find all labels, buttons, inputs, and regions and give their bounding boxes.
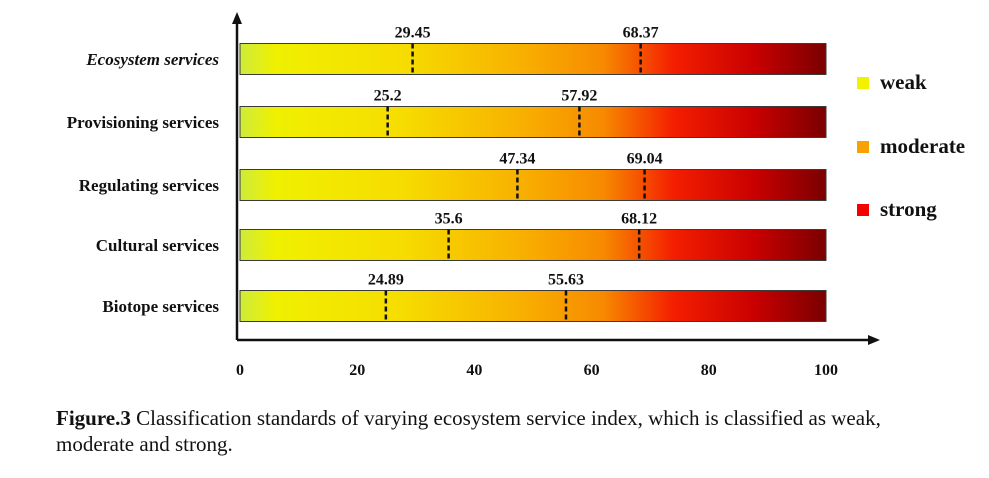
legend-label-moderate: moderate [880,134,965,158]
category-label-3: Cultural services [96,236,220,255]
legend-swatch-weak [857,77,869,89]
bars: Ecosystem services 29.45 68.37 Provisioning… [67,25,827,322]
threshold-label-0-1: 68.37 [623,25,659,42]
legend-label-strong: strong [880,197,937,221]
y-axis-arrow [232,12,242,24]
threshold-label-0-0: 29.45 [395,25,431,42]
chart-area: Ecosystem services 29.45 68.37 Provisioning… [67,12,965,379]
threshold-label-1-1: 57.92 [561,88,597,105]
bar-row-2: Regulating services 47.34 69.04 [79,151,827,201]
legend-label-weak: weak [880,70,927,94]
legend: weak moderate strong [857,70,965,221]
threshold-label-4-0: 24.89 [368,272,404,289]
bar-row-3: Cultural services 35.6 68.12 [96,211,827,261]
threshold-label-2-1: 69.04 [627,151,663,168]
threshold-label-1-0: 25.2 [374,88,402,105]
category-label-0: Ecosystem services [85,50,219,69]
x-tick-label-1: 20 [349,362,365,379]
category-label-4: Biotope services [102,297,219,316]
bar-2 [239,169,827,201]
x-axis-arrow [868,335,880,345]
legend-swatch-moderate [857,141,869,153]
bar-4 [239,290,827,322]
x-tick-label-4: 80 [701,362,717,379]
x-tick-label-0: 0 [236,362,244,379]
threshold-label-3-0: 35.6 [435,211,463,228]
axes [232,12,880,345]
threshold-label-4-1: 55.63 [548,272,584,289]
x-tick-label-2: 40 [466,362,482,379]
bar-row-1: Provisioning services 25.2 57.92 [67,88,827,138]
x-tick-label-5: 100 [814,362,838,379]
category-label-1: Provisioning services [67,113,220,132]
bar-0 [239,43,827,75]
bar-3 [239,229,827,261]
bar-row-0: Ecosystem services 29.45 68.37 [85,25,827,75]
threshold-label-3-1: 68.12 [621,211,657,228]
caption-text: Classification standards of varying ecos… [56,406,881,456]
figure-caption: Figure.3 Classification standards of var… [56,405,956,457]
caption-lead: Figure.3 [56,406,131,430]
x-tick-label-3: 60 [584,362,600,379]
x-ticks: 0 20 40 60 80 100 [236,362,838,379]
category-label-2: Regulating services [79,176,220,195]
threshold-label-2-0: 47.34 [499,151,535,168]
bar-row-4: Biotope services 24.89 55.63 [102,272,827,322]
bar-1 [239,106,827,138]
legend-swatch-strong [857,204,869,216]
